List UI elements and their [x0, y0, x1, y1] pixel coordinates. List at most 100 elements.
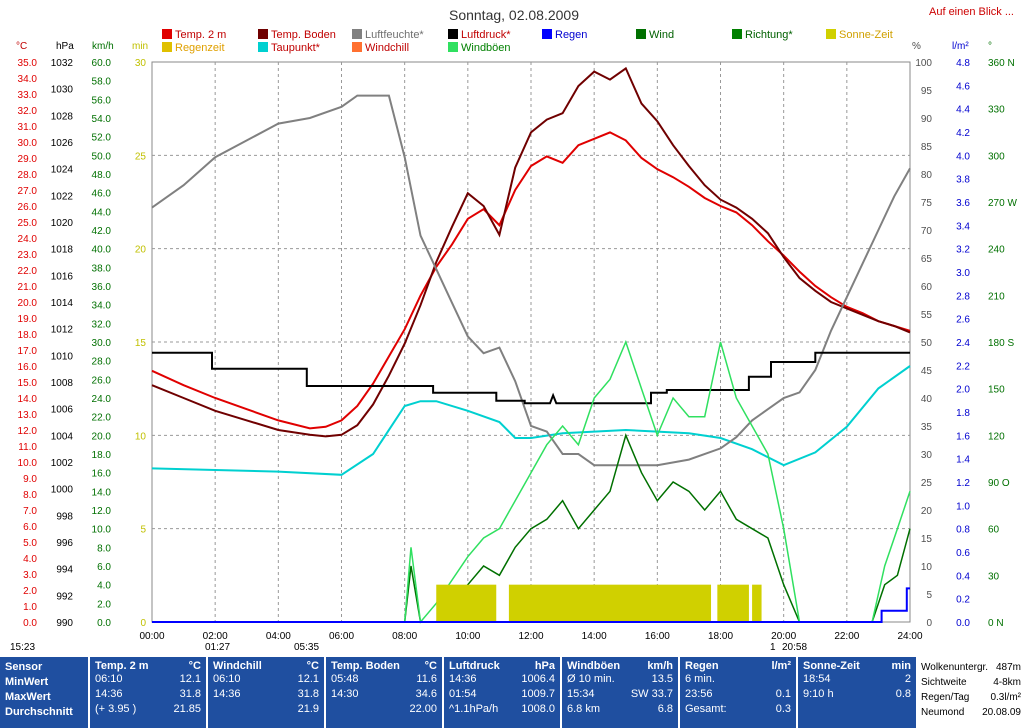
legend-label: Windchill — [365, 42, 409, 54]
y-tick-label: 18.0 — [18, 330, 38, 341]
info-row: Neumond 20.08.09 — [921, 705, 1024, 720]
y-tick-label: 30 — [988, 571, 1000, 582]
y-tick-label: 4.2 — [956, 128, 970, 139]
info-label: Sichtweite — [921, 677, 967, 688]
series-line-luftdruck — [152, 351, 910, 405]
y-tick-label: 16.0 — [18, 362, 38, 373]
footer-cell: 1008.0 — [521, 703, 555, 715]
footer-cell: 13.5 — [651, 673, 673, 685]
info-label: Neumond — [921, 707, 965, 718]
y-tick-label: 20.0 — [92, 431, 112, 442]
footer-labels: Sensor MinWert MaxWert Durchschnitt — [0, 657, 88, 728]
y-tick-label: 23.0 — [18, 250, 38, 261]
y-tick-label: 8.0 — [23, 490, 37, 501]
x-tick-label: 14:00 — [582, 631, 607, 642]
x-tick-label: 18:00 — [708, 631, 733, 642]
y-tick-label: 54.0 — [92, 114, 112, 125]
y-tick-label: 0.4 — [956, 571, 970, 582]
overview-link[interactable]: Auf einen Blick ... — [929, 6, 1014, 18]
footer-col: Windchill °C 06:10 12.1 14:36 31.8 21.9 — [208, 657, 324, 728]
y-tick-label: 4.0 — [97, 581, 111, 592]
y-tick-label: 1028 — [51, 111, 74, 122]
footer-col-header: Windböen km/h — [567, 660, 673, 672]
y-tick-label: 1012 — [51, 325, 74, 336]
footer-cell: 14:36 — [213, 688, 241, 700]
y-tick-label: 15 — [921, 534, 933, 545]
y-tick-label: 0.0 — [97, 618, 111, 629]
footer-cell: 12.1 — [179, 673, 201, 685]
footer-row: 14:36 31.8 — [95, 687, 201, 702]
legend-swatch — [162, 29, 172, 39]
y-tick-label: 60.0 — [92, 58, 112, 69]
y-tick-label: 0 N — [988, 618, 1004, 629]
footer-label: Durchschnitt — [5, 706, 73, 718]
y-tick-label: 22.0 — [18, 266, 38, 277]
y-tick-label: 14.0 — [92, 487, 112, 498]
y-tick-label: 9.0 — [23, 474, 37, 485]
y-tick-label: 994 — [56, 565, 73, 576]
footer-col: Luftdruck hPa 14:36 1006.4 01:54 1009.7 ^1.1hP… — [444, 657, 560, 728]
y-tick-label: 3.8 — [956, 175, 970, 186]
footer-cell: 6.8 km — [567, 703, 601, 715]
y-tick-label: 32.0 — [18, 106, 38, 117]
y-tick-label: 180 S — [988, 338, 1014, 349]
y-tick-label: 1002 — [51, 458, 74, 469]
col-name: Windböen — [567, 660, 621, 672]
y-tick-label: 1006 — [51, 405, 74, 416]
footer-col: Temp. Boden °C 05:48 11.6 14:30 34.6 22.00 — [326, 657, 442, 728]
footer-cell: 01:54 — [449, 688, 477, 700]
footer-cell: 12.1 — [297, 673, 319, 685]
y-tick-label: 48.0 — [92, 170, 112, 181]
y-tick-label: 4.0 — [956, 151, 970, 162]
x-tick-label: 22:00 — [834, 631, 859, 642]
y-tick-label: 992 — [56, 591, 73, 602]
y-tick-label: 30 — [921, 450, 933, 461]
footer-row: 22.00 — [331, 702, 437, 717]
footer-cell: 1009.7 — [521, 688, 555, 700]
footer-cell: 06:10 — [95, 673, 123, 685]
legend-swatch — [352, 42, 362, 52]
footer-cell: 21.85 — [173, 703, 201, 715]
y-tick-label: 1004 — [51, 431, 74, 442]
info-row: Sichtweite 4-8km — [921, 675, 1024, 690]
y-tick-label: 52.0 — [92, 133, 112, 144]
y-tick-label: 5.0 — [23, 538, 37, 549]
y-tick-label: 3.0 — [23, 570, 37, 581]
footer-col-header: Luftdruck hPa — [449, 660, 555, 672]
footer-row: 15:34 SW 33.7 — [567, 687, 673, 702]
unit-label: km/h — [92, 41, 114, 52]
y-tick-label: 30.0 — [92, 338, 112, 349]
y-tick-label: 4.8 — [956, 58, 970, 69]
footer-cell: 1006.4 — [521, 673, 555, 685]
info-value: 0.3l/m² — [990, 692, 1021, 703]
footer-cell: 14:36 — [449, 673, 477, 685]
footer-cell: 21.9 — [297, 703, 319, 715]
footer-col-header: Temp. Boden °C — [331, 660, 437, 672]
series-line-luftfeuchte — [151, 94, 911, 467]
footer-row: (+ 3.95 ) 21.85 — [95, 702, 201, 717]
y-tick-label: 22.0 — [92, 413, 112, 424]
sun-row: 15:23 01:27 05:35 1 20:58 — [0, 640, 1024, 656]
y-tick-label: 210 — [988, 291, 1005, 302]
y-tick-label: 990 — [56, 618, 73, 629]
y-tick-label: 30.0 — [18, 138, 38, 149]
footer-col: Temp. 2 m °C 06:10 12.1 14:36 31.8 (+ 3.95 ) 21… — [90, 657, 206, 728]
y-tick-label: 1000 — [51, 485, 74, 496]
y-tick-label: 1.8 — [956, 408, 970, 419]
series-line-taupunkt — [151, 365, 911, 476]
y-tick-label: 1032 — [51, 58, 74, 69]
footer-cell: 05:48 — [331, 673, 359, 685]
x-axis: 00:00 02:00 04:00 06:00 08:00 10:00 12:00 14:00… — [139, 631, 922, 642]
footer-row: Gesamt: 0.3 — [685, 702, 791, 717]
y-tick-label: 15 — [135, 338, 147, 349]
footer-row: 14:36 31.8 — [213, 687, 319, 702]
legend-swatch — [258, 42, 268, 52]
y-tick-label: 24.0 — [18, 234, 38, 245]
y-tick-label: 3.0 — [956, 268, 970, 279]
y-tick-label: 55 — [921, 310, 933, 321]
y-tick-label: 44.0 — [92, 207, 112, 218]
footer-cell: 14:36 — [95, 688, 123, 700]
y-tick-label: 1026 — [51, 138, 74, 149]
y-tick-label: 60 — [921, 282, 933, 293]
